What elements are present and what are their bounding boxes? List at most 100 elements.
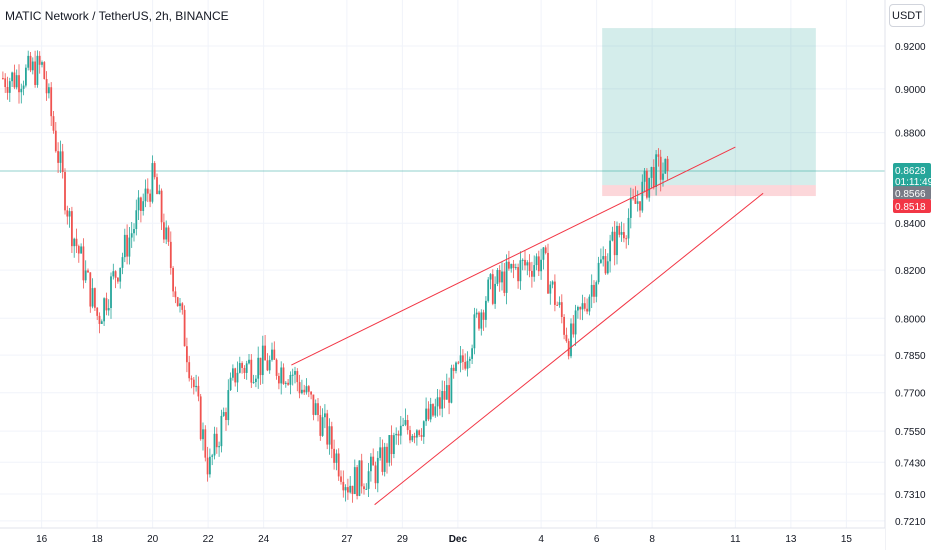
- time-tick-label: 11: [730, 534, 741, 545]
- candle-body: [662, 173, 664, 180]
- candle-body: [8, 81, 11, 93]
- candle-body: [537, 256, 540, 272]
- time-tick-label: 13: [785, 534, 797, 545]
- candle-body: [112, 271, 115, 277]
- candle-body: [255, 378, 257, 383]
- candle-body: [570, 323, 572, 357]
- candle-body: [468, 358, 471, 361]
- candle-body: [554, 281, 556, 305]
- price-tick-label: 0.7850: [895, 351, 926, 362]
- candle-body: [248, 359, 250, 364]
- candle-body: [471, 348, 473, 359]
- candle-body: [236, 372, 239, 383]
- candle-body: [627, 217, 630, 239]
- candle-body: [639, 201, 641, 211]
- candle-body: [365, 488, 368, 490]
- candle-body: [282, 367, 285, 384]
- price-tick-label: 0.7550: [895, 427, 926, 438]
- candle-body: [326, 413, 329, 445]
- candle-body: [89, 272, 92, 307]
- candle-body: [443, 391, 446, 400]
- candle-body: [632, 197, 634, 199]
- candle-body: [652, 167, 655, 187]
- currency-button[interactable]: USDT: [889, 4, 925, 27]
- candle-body: [6, 87, 9, 93]
- candle-body: [641, 181, 644, 211]
- candle-body: [602, 256, 605, 260]
- candle-body: [2, 78, 4, 80]
- candle-body: [94, 288, 96, 308]
- candle-body: [512, 263, 515, 269]
- candle-body: [25, 67, 27, 86]
- candle-body: [121, 257, 124, 268]
- candle-body: [257, 357, 260, 379]
- candle-body: [169, 241, 172, 269]
- candle-body: [241, 363, 243, 368]
- candle-body: [91, 288, 94, 307]
- candle-body: [498, 270, 501, 283]
- candle-body: [18, 75, 20, 93]
- price-tick-label: 0.7700: [895, 389, 926, 400]
- price-tick-label: 0.8400: [895, 219, 926, 230]
- candle-body: [11, 72, 13, 82]
- candle-body: [609, 240, 611, 262]
- candle-body: [202, 429, 204, 440]
- candle-body: [648, 177, 651, 198]
- candle-body: [406, 420, 409, 431]
- candle-body: [234, 368, 237, 383]
- candle-body: [204, 429, 207, 458]
- candle-body: [80, 246, 82, 254]
- candle-body: [87, 270, 89, 273]
- candle-body: [604, 256, 607, 274]
- candle-body: [75, 238, 78, 247]
- candle-body: [388, 435, 391, 463]
- time-tick-label: 16: [36, 534, 48, 545]
- position-zones: [0, 28, 885, 197]
- candle-body: [179, 303, 181, 307]
- candle-body: [531, 270, 533, 277]
- candle-body: [317, 403, 319, 415]
- candle-body: [209, 456, 211, 475]
- target-zone: [602, 28, 816, 186]
- candle-body: [158, 190, 161, 195]
- candle-body: [588, 296, 591, 312]
- candle-body: [434, 406, 437, 416]
- candle-body: [356, 467, 358, 496]
- candle-body: [45, 79, 48, 94]
- candle-body: [172, 268, 174, 292]
- candle-body: [271, 349, 273, 360]
- candle-body: [149, 193, 151, 202]
- candle-body: [43, 62, 46, 80]
- candle-body: [420, 435, 423, 437]
- candle-body: [61, 151, 64, 173]
- candle-body: [542, 247, 545, 260]
- candle-body: [195, 385, 197, 388]
- candle-body: [34, 61, 36, 85]
- candle-body: [374, 465, 377, 484]
- candle-body: [117, 277, 119, 282]
- candle-body: [163, 222, 165, 240]
- candle-body: [220, 415, 223, 447]
- candle-body: [439, 397, 441, 409]
- candle-body: [77, 246, 80, 254]
- price-tick-label: 0.7310: [895, 490, 926, 501]
- candle-body: [489, 274, 492, 280]
- candle-body: [372, 456, 375, 466]
- time-tick-label: Dec: [449, 534, 468, 545]
- candle-body: [664, 158, 667, 174]
- candle-body: [38, 55, 41, 65]
- candle-body: [425, 408, 427, 422]
- candle-body: [360, 460, 363, 487]
- price-tick-label: 0.7430: [895, 458, 926, 469]
- candle-body: [666, 158, 669, 172]
- candle-body: [211, 455, 214, 457]
- candle-body: [441, 391, 444, 409]
- candle-body: [618, 225, 621, 235]
- candle-body: [650, 167, 653, 178]
- candle-body: [636, 201, 639, 204]
- candle-body: [261, 345, 264, 376]
- candle-body: [273, 349, 276, 360]
- candles: [2, 50, 669, 503]
